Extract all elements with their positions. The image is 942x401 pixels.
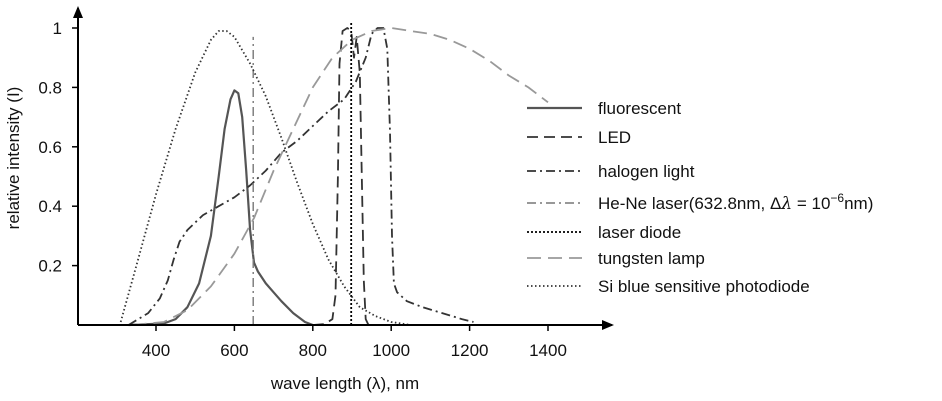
series-line-fluorescent [128,89,314,327]
y-ticks: 0.2 0.4 0.6 0.8 1 [38,19,78,276]
x-ticks: 400 600 800 1000 1200 1400 [142,325,567,360]
series-lines [119,22,549,327]
legend-label-halogen: halogen light [598,162,695,181]
x-tick-label: 600 [220,341,248,360]
series-line-halogen [128,27,474,326]
legend-label-hene: He-Ne laser(632.8nm, Δλ = 10−6nm) [598,191,873,214]
x-tick-label: 1200 [451,341,489,360]
hene-label-mid: = 10 [792,194,830,213]
x-tick-label: 1400 [529,341,567,360]
hene-label-suffix: nm) [844,194,873,213]
x-tick-label: 400 [142,341,170,360]
x-tick-label: 1000 [372,341,410,360]
legend-label-laser-diode: laser diode [598,223,681,242]
legend: fluorescent LED halogen light He-Ne lase… [527,99,873,296]
series-line-si_photodiode [119,30,411,326]
y-tick-label: 0.6 [38,138,62,157]
y-axis-label: relative intensity (I) [4,87,23,230]
legend-label-fluorescent: fluorescent [598,99,681,118]
y-tick-label: 0.4 [38,197,62,216]
hene-label-lambda: λ [780,194,792,214]
legend-label-si-photodiode: Si blue sensitive photodiode [598,277,810,296]
series-line-tungsten [132,27,549,326]
y-tick-label: 0.8 [38,78,62,97]
x-axis-label: wave length (λ), nm [270,374,419,393]
hene-label-exponent: −6 [830,191,844,205]
y-tick-label: 0.2 [38,257,62,276]
hene-label-prefix: He-Ne laser(632.8nm, Δ [598,194,781,213]
y-tick-label: 1 [53,19,62,38]
legend-label-tungsten: tungsten lamp [598,249,705,268]
legend-label-led: LED [598,128,631,147]
x-tick-label: 800 [299,341,327,360]
